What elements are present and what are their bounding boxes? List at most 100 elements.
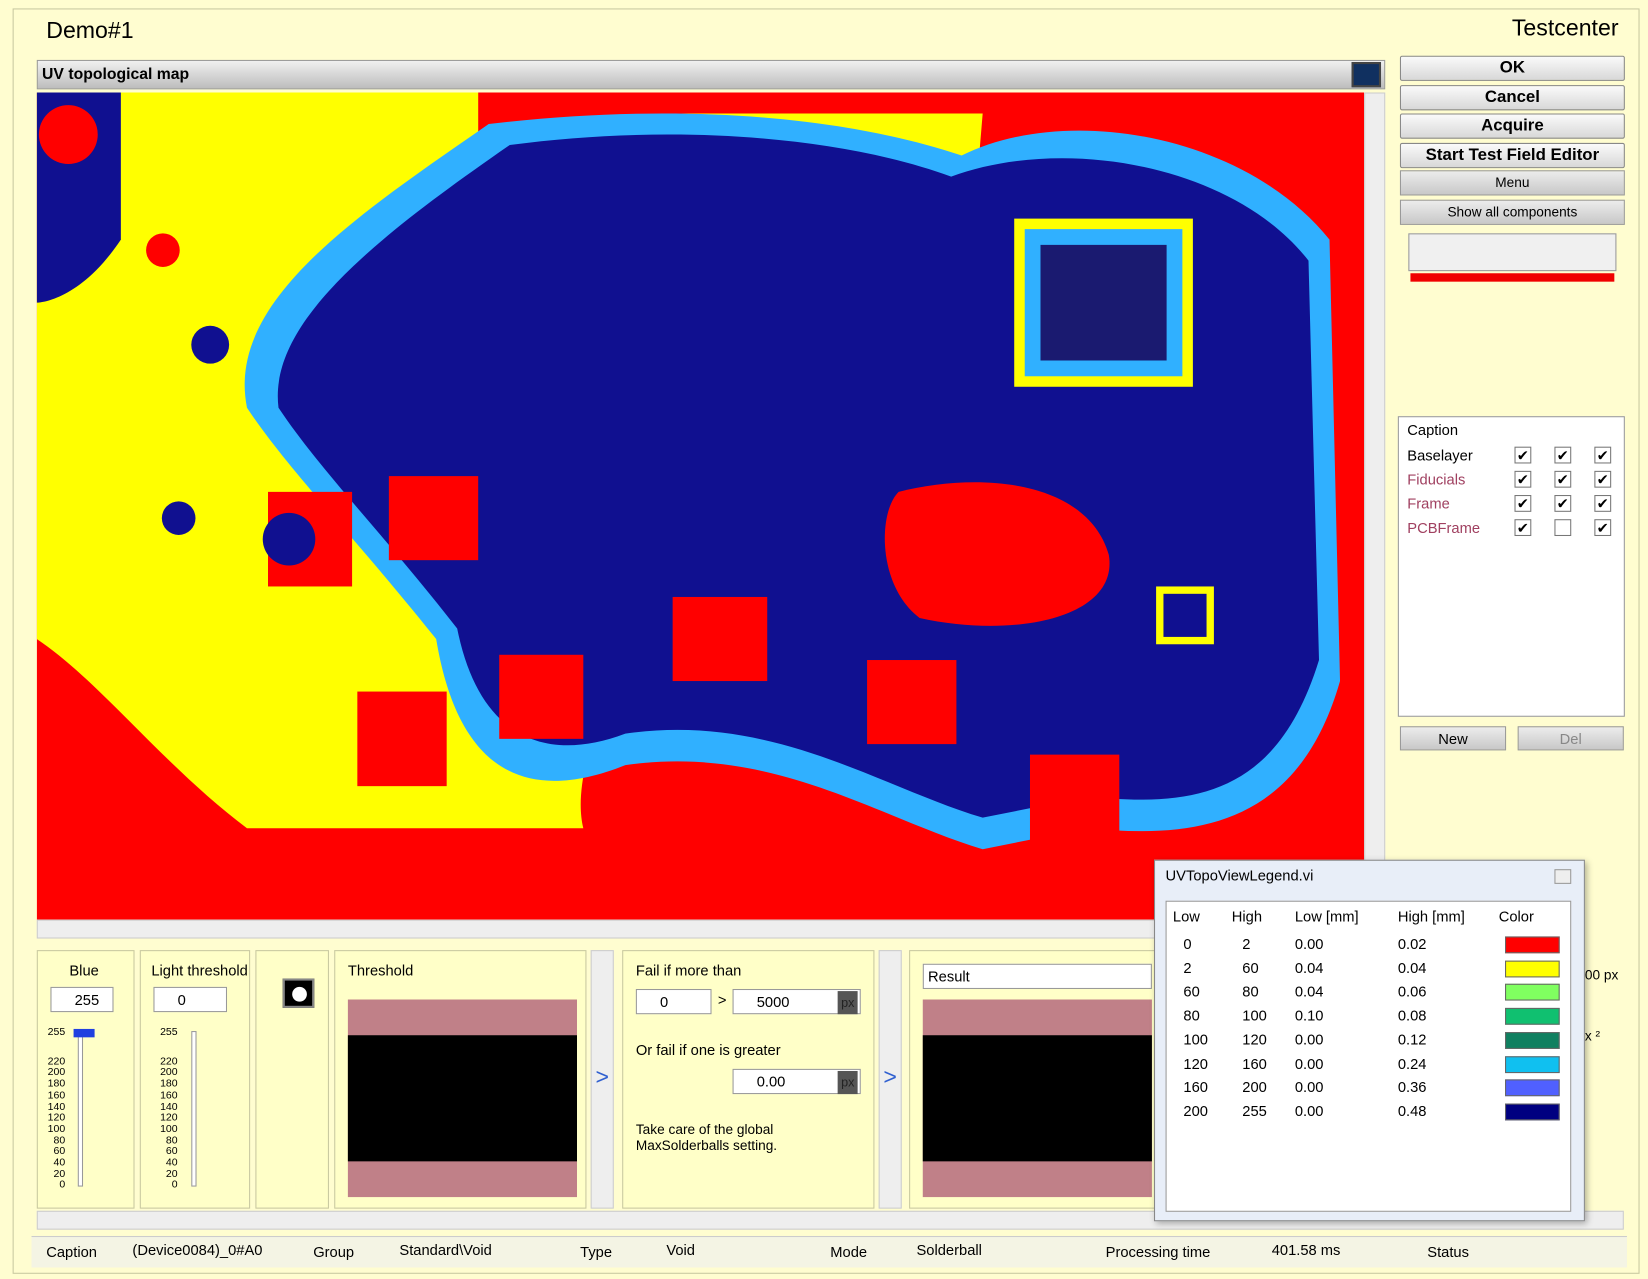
legend-cell: 0.02 <box>1397 935 1427 953</box>
button[interactable]: OK <box>1399 55 1625 81</box>
pad <box>388 476 479 561</box>
partial-text: 00 px <box>1584 966 1619 983</box>
status-label: Type <box>580 1243 613 1261</box>
legend-cell: 200 <box>1183 1102 1208 1120</box>
layer-checkbox[interactable]: ✔ <box>1514 446 1532 464</box>
light-slider[interactable] <box>191 1031 197 1187</box>
view-selector[interactable]: UV topological map <box>36 59 1386 90</box>
layer-checkbox[interactable]: ✔ <box>1514 519 1532 537</box>
hole <box>38 105 98 164</box>
light-input[interactable]: 0 <box>153 986 228 1013</box>
legend-cell: 0.06 <box>1397 983 1427 1000</box>
splitter[interactable]: > <box>590 950 614 1209</box>
slider-tick: 100 <box>47 1123 66 1135</box>
slider-tick: 80 <box>53 1134 66 1147</box>
status-label: Group <box>313 1243 355 1261</box>
fail-limit[interactable]: 5000 px <box>732 988 861 1015</box>
legend-color[interactable] <box>1505 960 1560 978</box>
legend-color[interactable] <box>1505 1055 1560 1073</box>
layer-checkbox[interactable] <box>1554 519 1572 537</box>
layer-checkbox[interactable]: ✔ <box>1514 495 1532 512</box>
legend-cell: 100 <box>1242 1006 1267 1024</box>
legend-color[interactable] <box>1505 1079 1560 1097</box>
slider-tick: 160 <box>160 1089 178 1102</box>
light-panel: Light threshold 0 <box>139 950 251 1209</box>
slider-tick: 20 <box>165 1168 178 1180</box>
layer-checkbox[interactable]: ✔ <box>1594 495 1612 512</box>
layer-checkbox[interactable]: ✔ <box>1514 470 1532 488</box>
legend-color[interactable] <box>1505 936 1560 954</box>
fail-limit-value: 5000 <box>756 993 790 1011</box>
legend-cell: 0 <box>1183 935 1192 953</box>
button[interactable]: Start Test Field Editor <box>1399 142 1625 168</box>
layer-checkbox[interactable]: ✔ <box>1554 495 1572 512</box>
unit[interactable]: px <box>837 1070 858 1095</box>
status-label: Status <box>1427 1243 1469 1261</box>
fail-count[interactable]: 0 <box>635 988 712 1015</box>
player-toolbar[interactable] <box>1408 233 1617 272</box>
layer-checkbox[interactable]: ✔ <box>1554 446 1572 464</box>
legend-color[interactable] <box>1505 1103 1560 1121</box>
layer-checkbox[interactable]: ✔ <box>1594 470 1612 488</box>
legend-color[interactable] <box>1505 1008 1560 1025</box>
new-button[interactable]: New <box>1399 726 1507 751</box>
legend-cell: 0.04 <box>1294 959 1324 977</box>
layer-checkbox[interactable]: ✔ <box>1594 446 1612 464</box>
mode-icon[interactable] <box>282 978 315 1008</box>
blue-input[interactable]: 255 <box>50 986 114 1013</box>
pad <box>867 660 957 745</box>
note: Take care of the global MaxSolderballs s… <box>635 1121 778 1153</box>
hole <box>262 512 316 566</box>
button[interactable]: Cancel <box>1399 84 1625 110</box>
threshold-panel: Threshold <box>334 950 587 1209</box>
slider-tick: 120 <box>160 1112 178 1124</box>
del-button[interactable]: Del <box>1517 726 1624 751</box>
legend-cell: 0.04 <box>1397 959 1427 977</box>
fail-panel: Fail if more than 0 > 5000 px Or fail if … <box>622 950 875 1209</box>
slider-tick: 40 <box>165 1157 178 1169</box>
legend-cell: 0.00 <box>1294 935 1324 953</box>
dropdown[interactable]: Menu <box>1399 170 1625 196</box>
layer-checkbox[interactable]: ✔ <box>1594 519 1612 537</box>
view-icon[interactable] <box>1351 62 1382 88</box>
legend-cell: 120 <box>1183 1054 1208 1072</box>
status-label: Caption <box>46 1243 97 1261</box>
gt: > <box>717 991 727 1008</box>
light-label: Light threshold <box>151 961 248 979</box>
slider-tick: 220 <box>160 1055 178 1068</box>
layer-checkbox[interactable]: ✔ <box>1554 470 1572 488</box>
legend-cell: 0.00 <box>1294 1054 1324 1072</box>
slider-tick: 180 <box>160 1078 178 1090</box>
pad <box>499 654 584 739</box>
slider-tick: 0 <box>171 1179 178 1192</box>
legend-cell: 0.10 <box>1294 1006 1324 1024</box>
layer-header: Caption <box>1407 421 1459 439</box>
slider-tick: 60 <box>53 1145 66 1158</box>
pad <box>1029 754 1120 850</box>
status-value: Solderball <box>916 1241 982 1259</box>
legend-table: Low High Low [mm] High [mm] Color 0 2 0.00 0.02 2… <box>1165 900 1572 1212</box>
v-scrollbar[interactable] <box>1364 92 1386 920</box>
slider-tick: 100 <box>160 1123 178 1135</box>
close-button[interactable] <box>1554 869 1572 884</box>
fail-size[interactable]: 0.00 px <box>732 1068 861 1095</box>
legend-cell: 80 <box>1183 1006 1200 1024</box>
button[interactable]: Acquire <box>1399 113 1625 139</box>
slider-tick: 255 <box>160 1026 178 1039</box>
dropdown[interactable]: Show all components <box>1399 199 1625 225</box>
legend-cell: 0.04 <box>1294 983 1324 1000</box>
uv-map <box>36 92 1365 920</box>
splitter[interactable]: > <box>878 950 902 1209</box>
frame <box>12 8 1640 1274</box>
app-name: Testcenter <box>1511 14 1619 41</box>
slider-tick: 200 <box>160 1067 178 1079</box>
legend-header: Low [mm] <box>1294 908 1359 925</box>
ic <box>1163 593 1207 637</box>
layer-name: Baselayer <box>1407 446 1473 464</box>
unit[interactable]: px <box>837 991 858 1015</box>
result-select[interactable]: Result <box>922 963 1152 989</box>
legend-color[interactable] <box>1505 1031 1560 1049</box>
blue-thumb[interactable] <box>73 1028 95 1038</box>
legend-color[interactable] <box>1505 984 1560 1001</box>
blue-slider[interactable] <box>77 1031 84 1187</box>
